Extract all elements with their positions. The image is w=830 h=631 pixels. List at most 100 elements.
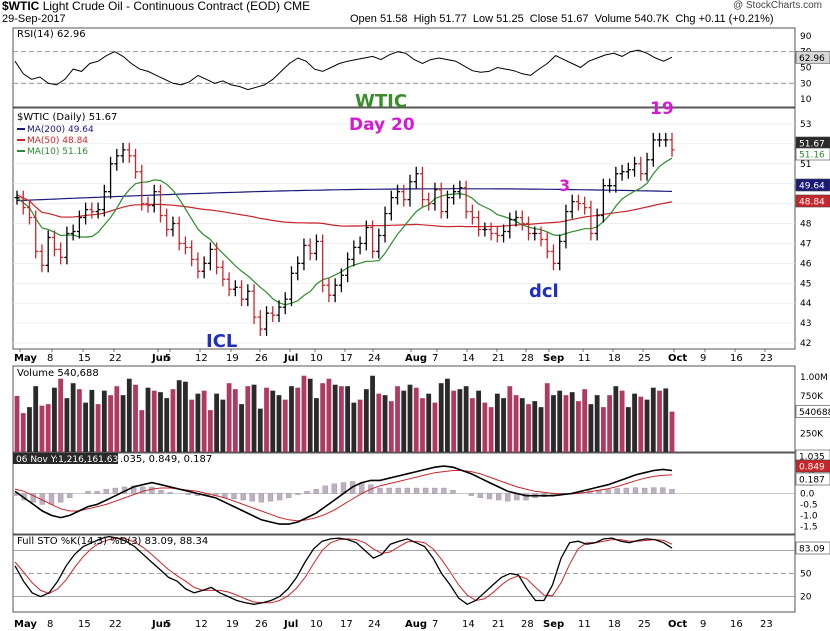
bottom-x-label-21: 25: [638, 619, 651, 630]
bottom-x-label-3: 22: [109, 619, 122, 630]
bottom-x-label-18: Sep: [543, 619, 564, 630]
bottom-x-label-9: Jul: [283, 619, 298, 630]
volume-bar: [83, 402, 89, 452]
macd-hist-bar: [130, 485, 137, 494]
macd-last-badge-1: 0.849: [799, 463, 825, 473]
volume-bar: [301, 375, 307, 452]
legend-ma-1: MA(50) 48.84: [27, 136, 88, 146]
price-last-badge-3-box: [795, 194, 830, 208]
volume-bar: [451, 390, 457, 452]
x-tick-label-14: 7: [432, 353, 438, 364]
macd-hist-bar: [276, 493, 283, 501]
macd-hist-bar: [422, 487, 429, 494]
macd-hist-bar: [395, 487, 401, 494]
price-tick-7: 46: [800, 259, 812, 269]
price-last-badge-0: 51.67: [799, 140, 825, 150]
volume-bar: [582, 389, 588, 452]
macd-hist-bar: [468, 493, 474, 496]
volume-bar: [401, 390, 407, 452]
volume-bar: [638, 396, 644, 452]
bottom-x-label-4: Jun: [151, 619, 170, 630]
annot-dcl: dcl: [529, 281, 559, 302]
volume-bar: [438, 383, 444, 452]
volume-bar: [183, 381, 188, 452]
macd-last-badge-2: 0.187: [799, 476, 825, 486]
bottom-x-label-2: 15: [78, 619, 91, 630]
volume-bar: [376, 393, 382, 452]
bottom-x-label-14: 7: [432, 619, 438, 630]
exchange-label: CME: [283, 0, 311, 13]
macd-last-badge-1-box: [795, 459, 830, 473]
macd-tick-5: -1.0: [800, 511, 818, 521]
sto-tick-1: 50: [800, 570, 812, 580]
price-title: $WTIC (Daily) 51.67: [17, 112, 117, 123]
macd-hist-bar: [112, 487, 119, 494]
volume-bar: [214, 393, 220, 452]
volume-bar: [426, 393, 432, 452]
macd-tick-6: -1.5: [800, 522, 818, 532]
volume-bar: [164, 398, 170, 452]
volume-bar: [101, 390, 107, 452]
ma50-line: [16, 194, 673, 228]
volume-bar: [544, 383, 550, 452]
macd-hist-bar: [103, 488, 109, 494]
x-tick-label-9: Jul: [283, 353, 298, 364]
volume-bar: [663, 388, 669, 452]
macd-hist-bar: [286, 493, 292, 499]
bottom-x-label-13: Aug: [405, 619, 427, 630]
macd-hist-bar: [140, 486, 146, 494]
volume-bar: [338, 386, 344, 452]
rsi-tick-0: 90: [800, 32, 812, 42]
price-tick-5: 48: [800, 220, 812, 230]
volume-bar: [76, 389, 82, 452]
volume-bar: [295, 387, 301, 452]
macd-hist-bar: [231, 493, 237, 500]
annot-day20: Day 20: [349, 115, 415, 135]
macd-hist-bar: [331, 483, 338, 494]
macd-date-box: [13, 453, 118, 464]
x-tick-label-23: 9: [700, 353, 706, 364]
macd-hist-bar: [158, 490, 164, 494]
annot-3: 3: [559, 176, 570, 195]
x-tick-label-25: 23: [760, 353, 773, 364]
annot-icl: ICL: [206, 331, 237, 352]
macd-hist-bar: [486, 493, 493, 500]
macd-last-badge-0: 1.035: [799, 453, 825, 463]
price-panel-frame: [12, 107, 796, 350]
x-tick-label-24: 16: [730, 353, 743, 364]
rsi-tick-3: 30: [800, 79, 812, 89]
macd-hist-bar: [523, 493, 529, 501]
volume-bar: [650, 387, 656, 452]
macd-date-label: 06 Nov Y:1,216,161.63: [16, 455, 118, 465]
x-tick-label-0: May: [14, 353, 37, 364]
volume-bar: [58, 378, 64, 452]
volume-bar: [332, 384, 338, 452]
volume-bar: [420, 398, 425, 452]
price-tick-9: 44: [800, 299, 812, 309]
macd-hist-bar: [167, 492, 173, 494]
volume-bar: [388, 401, 394, 452]
rsi-last-badge-box: [795, 50, 830, 64]
price-tick-11: 42: [800, 339, 811, 349]
volume-bar: [588, 404, 594, 452]
x-tick-label-10: 10: [310, 353, 323, 364]
volume-bar: [607, 395, 613, 452]
ma10-line: [16, 157, 673, 306]
volume-legend: Volume 540,688: [17, 368, 99, 379]
ma200-line: [16, 188, 673, 202]
sto-legend: Full STO %K(14,3) %D(3) 83.09, 88.34: [17, 536, 208, 547]
macd-hist-bar: [404, 487, 411, 494]
macd-hist-bar: [505, 493, 511, 502]
legend-ma-0: MA(200) 49.64: [27, 125, 94, 135]
volume-last-badge: 540688: [799, 408, 830, 418]
volume-bar: [507, 386, 513, 452]
macd-hist-bar: [614, 488, 620, 494]
macd-hist-bar: [67, 493, 73, 499]
volume-tick-3: 250K: [800, 429, 824, 439]
x-tick-label-3: 22: [109, 353, 122, 364]
macd-hist-bar: [441, 487, 447, 494]
macd-hist-bar: [322, 485, 328, 494]
volume-last-badge-box: [795, 405, 830, 418]
macd-hist-bar: [623, 487, 630, 494]
